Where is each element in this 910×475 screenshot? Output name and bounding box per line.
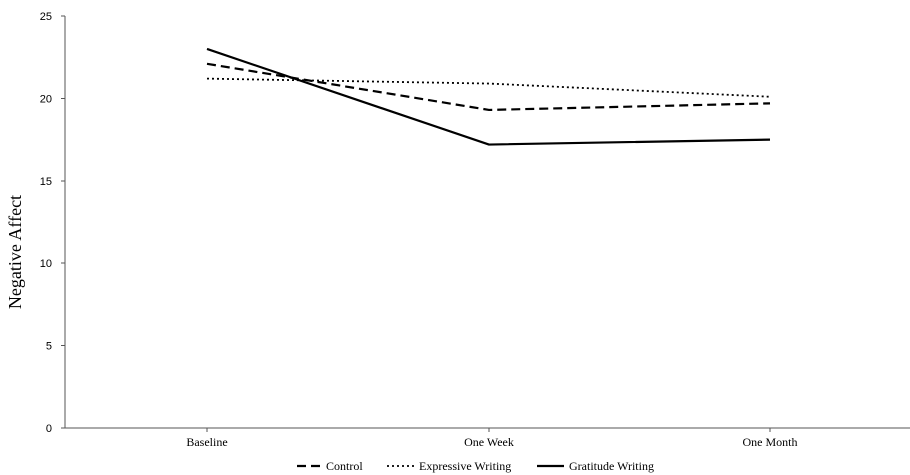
x-tick-labels: Baseline One Week One Month bbox=[186, 428, 798, 449]
y-tick-label: 25 bbox=[40, 11, 52, 23]
x-tick-label: One Week bbox=[464, 435, 514, 449]
legend-label: Expressive Writing bbox=[419, 459, 511, 473]
series-lines bbox=[206, 47, 771, 146]
y-tick-label: 20 bbox=[40, 93, 52, 105]
x-tick-label: One Month bbox=[743, 435, 798, 449]
series-line-expressive-writing bbox=[206, 77, 771, 98]
x-tick-label: Baseline bbox=[186, 435, 227, 449]
legend-label: Control bbox=[326, 459, 363, 473]
y-tick-label: 5 bbox=[46, 341, 52, 353]
y-tick-label: 0 bbox=[46, 423, 52, 435]
y-tick-label: 15 bbox=[40, 176, 52, 188]
y-tick-labels: 0 5 10 15 20 25 bbox=[40, 11, 65, 435]
legend-label: Gratitude Writing bbox=[569, 459, 654, 473]
y-tick-label: 10 bbox=[40, 258, 52, 270]
series-line-gratitude-writing bbox=[206, 47, 771, 146]
y-axis-label: Negative Affect bbox=[5, 195, 25, 309]
legend: Control Expressive Writing Gratitude Writi… bbox=[297, 459, 654, 473]
series-line-control bbox=[206, 62, 771, 112]
